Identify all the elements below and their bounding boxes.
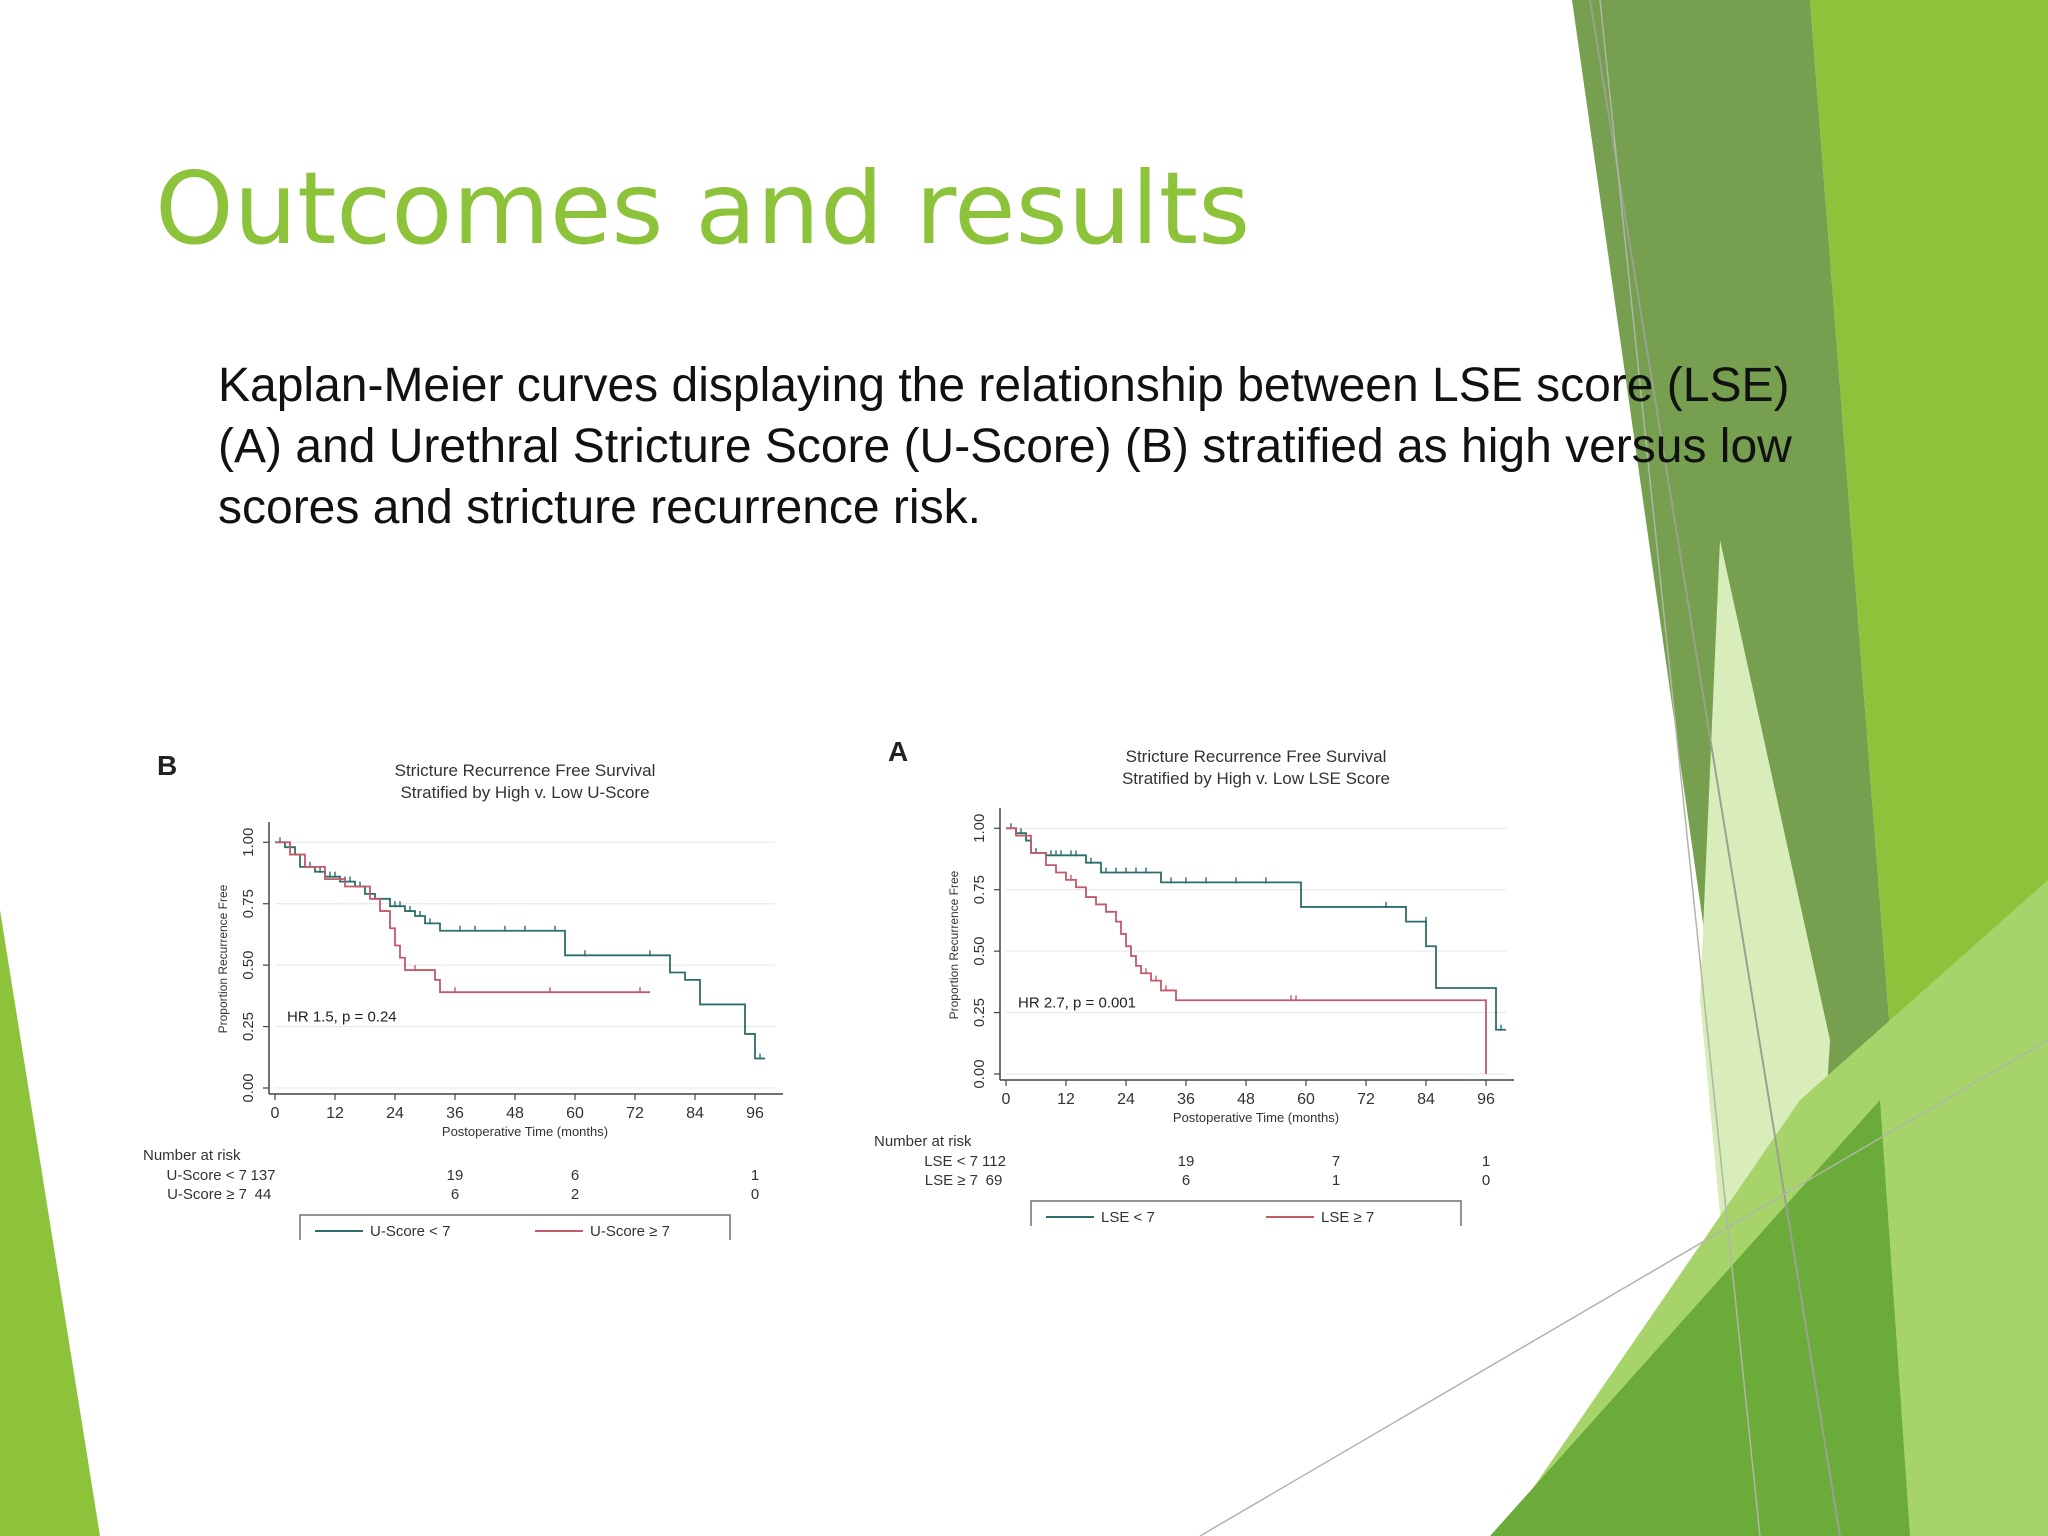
km-curve-series-2: [275, 841, 650, 994]
risk-cell: 0: [1482, 1172, 1490, 1189]
x-tick-label: 12: [1057, 1091, 1075, 1108]
x-tick-label: 84: [1417, 1091, 1435, 1108]
y-tick-label: 0.00: [971, 1059, 988, 1088]
chart-subtitle: Stratified by High v. Low U-Score: [400, 783, 649, 802]
deco-thin-line: [1599, 0, 1761, 1536]
x-tick-label: 96: [1477, 1091, 1495, 1108]
y-tick-label: 0.75: [971, 875, 988, 904]
risk-cell: 6: [571, 1167, 579, 1184]
x-tick-label: 0: [1002, 1091, 1011, 1108]
legend-box: [1030, 1200, 1462, 1226]
legend-label: LSE < 7: [1101, 1209, 1155, 1226]
x-tick-label: 96: [746, 1105, 764, 1122]
y-axis-label: Proportion Recurrence Free: [216, 884, 230, 1033]
x-tick-label: 24: [386, 1105, 404, 1122]
x-tick-label: 84: [686, 1105, 704, 1122]
chart-title: Stricture Recurrence Free Survival: [395, 761, 656, 780]
x-tick-label: 36: [446, 1105, 464, 1122]
x-tick-label: 0: [271, 1105, 280, 1122]
risk-cell: 1: [1332, 1172, 1340, 1189]
panel-letter: B: [157, 750, 177, 781]
x-tick-label: 24: [1117, 1091, 1135, 1108]
y-tick-label: 1.00: [240, 828, 257, 857]
x-tick-label: 48: [1237, 1091, 1255, 1108]
risk-cell: 137: [250, 1167, 275, 1184]
risk-cell: 6: [451, 1186, 459, 1203]
chart-title: Stricture Recurrence Free Survival: [1126, 747, 1387, 766]
hr-annotation: HR 2.7, p = 0.001: [1018, 995, 1136, 1012]
x-tick-label: 60: [566, 1105, 584, 1122]
risk-row-label: U-Score < 7: [167, 1167, 247, 1184]
slide-title: Outcomes and results: [155, 150, 1251, 267]
x-tick-label: 48: [506, 1105, 524, 1122]
km-chart-panel-b: B Stricture Recurrence Free Survival Strat…: [135, 740, 795, 1240]
risk-cell: 19: [447, 1167, 464, 1184]
x-tick-label: 12: [326, 1105, 344, 1122]
risk-cell: 112: [982, 1153, 1006, 1170]
legend-label: U-Score < 7: [370, 1223, 450, 1240]
deco-thin-line: [1199, 1039, 2048, 1536]
km-curve-series-2: [1006, 827, 1487, 1074]
risk-cell: 2: [571, 1186, 579, 1203]
x-tick-label: 36: [1177, 1091, 1195, 1108]
legend-label: LSE ≥ 7: [1321, 1209, 1374, 1226]
risk-row-label: LSE < 7: [924, 1153, 978, 1170]
y-tick-label: 0.50: [240, 951, 257, 980]
risk-table-header: Number at risk: [874, 1133, 972, 1150]
y-tick-label: 0.25: [240, 1012, 257, 1041]
risk-row-label: U-Score ≥ 7: [167, 1186, 247, 1203]
x-tick-label: 72: [1357, 1091, 1375, 1108]
risk-cell: 6: [1182, 1172, 1190, 1189]
x-axis-label: Postoperative Time (months): [442, 1124, 608, 1139]
risk-table-header: Number at risk: [143, 1147, 241, 1164]
x-axis-label: Postoperative Time (months): [1173, 1110, 1339, 1125]
risk-cell: 19: [1178, 1153, 1195, 1170]
hr-annotation: HR 1.5, p = 0.24: [287, 1009, 397, 1026]
risk-cell: 69: [986, 1172, 1003, 1189]
y-axis-label: Proportion Recurrence Free: [947, 870, 961, 1019]
km-chart-panel-a: A Stricture Recurrence Free Survival Strat…: [866, 726, 1526, 1226]
deco-left-wedge: [0, 910, 100, 1536]
x-tick-label: 60: [1297, 1091, 1315, 1108]
legend-label: U-Score ≥ 7: [590, 1223, 670, 1240]
legend-box: [299, 1214, 731, 1240]
y-tick-label: 0.00: [240, 1073, 257, 1102]
risk-cell: 1: [1482, 1153, 1490, 1170]
y-tick-label: 0.50: [971, 937, 988, 966]
y-tick-label: 1.00: [971, 814, 988, 843]
km-chart-svg: A Stricture Recurrence Free Survival Strat…: [874, 736, 1514, 1226]
km-curve-series-1: [1006, 827, 1506, 1031]
panel-letter: A: [888, 736, 908, 767]
deco-thin-line: [1589, 0, 1841, 1536]
risk-cell: 0: [751, 1186, 759, 1203]
slide-body-text: Kaplan-Meier curves displaying the relat…: [218, 359, 1792, 534]
x-tick-label: 72: [626, 1105, 644, 1122]
risk-cell: 1: [751, 1167, 759, 1184]
y-tick-label: 0.25: [971, 998, 988, 1027]
risk-row-label: LSE ≥ 7: [925, 1172, 978, 1189]
y-tick-label: 0.75: [240, 889, 257, 918]
chart-subtitle: Stratified by High v. Low LSE Score: [1122, 769, 1390, 788]
km-chart-svg: B Stricture Recurrence Free Survival Strat…: [143, 750, 783, 1240]
risk-cell: 7: [1332, 1153, 1340, 1170]
deco-band-mid: [1490, 1100, 1910, 1536]
risk-cell: 44: [255, 1186, 272, 1203]
